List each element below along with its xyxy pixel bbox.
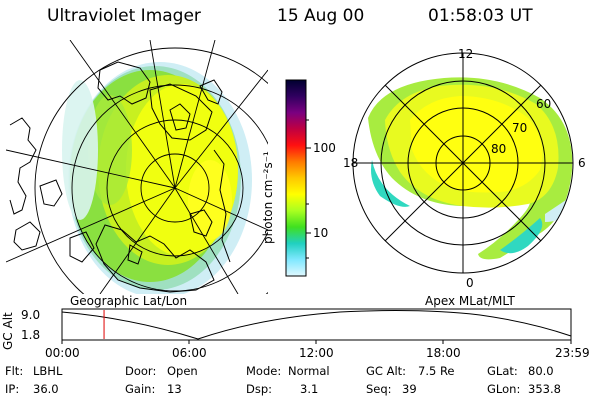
mlat-label-60: 60: [536, 97, 552, 111]
mlt-label-18: 18: [343, 156, 359, 170]
gain-value: 13: [167, 382, 182, 396]
geo-grid: [6, 40, 268, 294]
gcalt-value: 7.5 Re: [418, 364, 455, 378]
seq-value: 39: [402, 382, 417, 396]
instrument-title: Ultraviolet Imager: [47, 6, 201, 26]
glon-label: GLon:: [487, 382, 521, 396]
geographic-map-label: Geographic Lat/Lon: [70, 294, 188, 308]
magnetic-map-label: Apex MLat/MLT: [425, 294, 515, 308]
mlat-mlt-grid: [352, 52, 574, 274]
colorbar-unit-label: photon cm⁻²s⁻¹: [261, 151, 275, 244]
door-value: Open: [167, 364, 198, 378]
mlt-label-0: 0: [466, 276, 474, 290]
glat-label: GLat:: [487, 364, 518, 378]
mode-value: Normal: [288, 364, 330, 378]
time-tick-1800: 18:00: [426, 346, 461, 360]
right-aurora-image: [368, 77, 573, 260]
time-tick-0000: 00:00: [45, 346, 80, 360]
x-axis-ticks: [61, 340, 572, 344]
time-label: 01:58:03 UT: [428, 6, 533, 26]
dsp-value: 3.1: [300, 382, 319, 396]
mlt-label-6: 6: [578, 156, 586, 170]
mode-label: Mode:: [246, 364, 282, 378]
altitude-ytick-1-8: 1.8: [21, 328, 41, 342]
date-label: 15 Aug 00: [277, 6, 365, 26]
ip-value: 36.0: [33, 382, 59, 396]
altitude-plot: [61, 308, 572, 344]
orbit-altitude-curve: [61, 310, 572, 340]
mlt-label-12: 12: [458, 47, 474, 61]
ip-label: IP:: [5, 382, 20, 396]
colorbar-tick-label-10: 10: [313, 226, 329, 240]
door-label: Door:: [125, 364, 157, 378]
time-tick-1200: 12:00: [299, 346, 334, 360]
magnetic-map: [352, 52, 574, 274]
colorbar-tick-label-100: 100: [313, 141, 336, 155]
mlat-label-70: 70: [512, 121, 528, 135]
colorbar: [285, 79, 311, 277]
glat-value: 80.0: [528, 364, 554, 378]
time-tick-2359: 23:59: [555, 346, 590, 360]
gain-label: Gain:: [125, 382, 156, 396]
gcalt-label: GC Alt:: [366, 364, 407, 378]
flt-label: Flt:: [5, 364, 24, 378]
left-aurora-image: [62, 62, 252, 294]
geographic-map: [6, 40, 268, 294]
dsp-label: Dsp:: [246, 382, 273, 396]
flt-value: LBHL: [33, 364, 63, 378]
mlat-label-80: 80: [491, 142, 507, 156]
time-tick-0600: 06:00: [172, 346, 207, 360]
glon-value: 353.8: [528, 382, 561, 396]
altitude-ytick-9: 9.0: [21, 308, 41, 322]
altitude-ylabel: GC Alt: [1, 312, 15, 350]
seq-label: Seq:: [366, 382, 392, 396]
